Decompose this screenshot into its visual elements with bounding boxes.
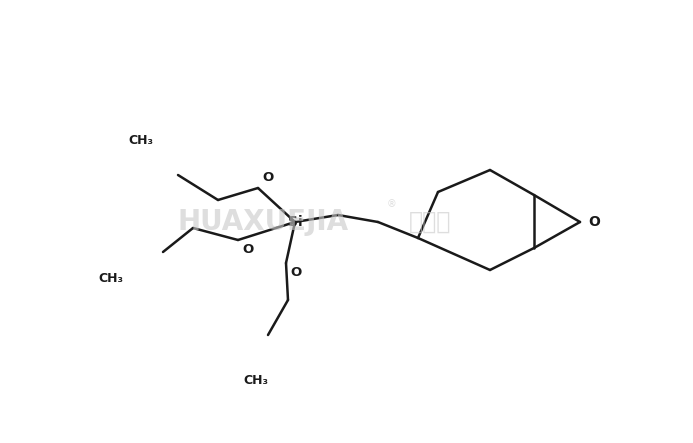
Text: CH₃: CH₃ — [128, 134, 153, 147]
Text: CH₃: CH₃ — [98, 272, 123, 285]
Text: O: O — [290, 266, 301, 279]
Text: CH₃: CH₃ — [243, 374, 268, 387]
Text: Si: Si — [288, 215, 302, 229]
Text: O: O — [588, 215, 600, 229]
Text: O: O — [242, 243, 253, 256]
Text: 化学加: 化学加 — [408, 210, 451, 233]
Text: ®: ® — [387, 199, 396, 209]
Text: HUAXUEJIA: HUAXUEJIA — [178, 207, 349, 236]
Text: O: O — [262, 171, 273, 184]
